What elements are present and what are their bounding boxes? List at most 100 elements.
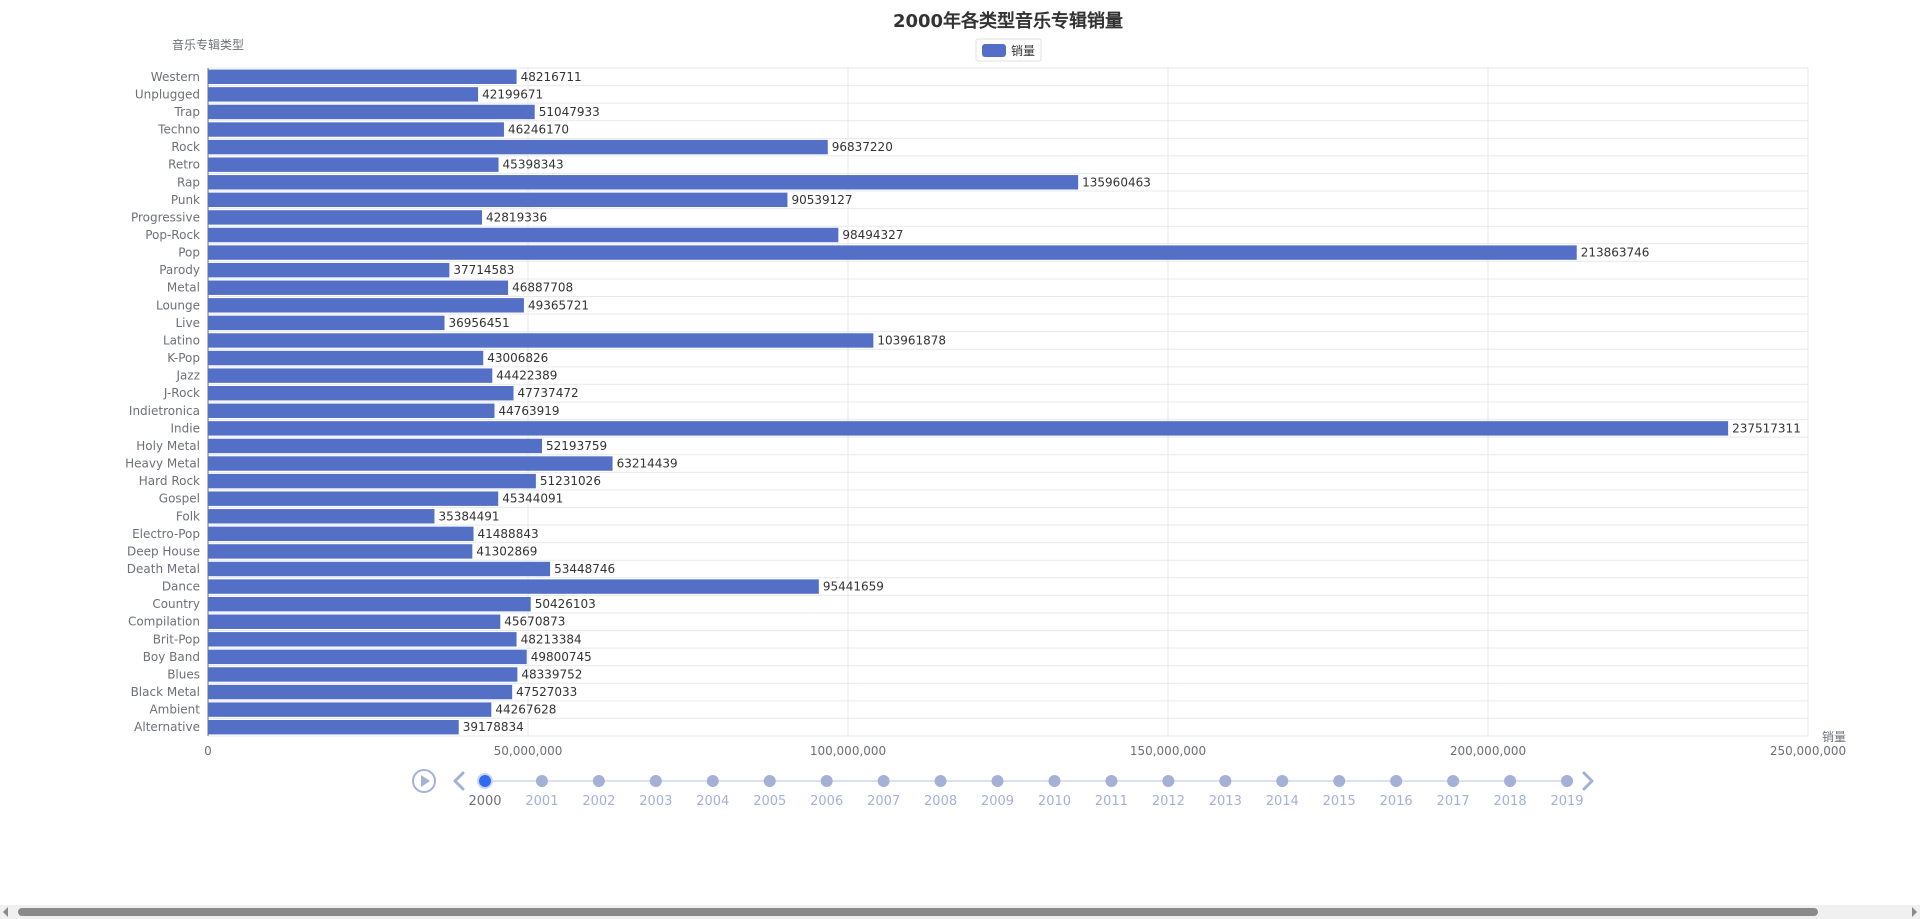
timeline-year-label[interactable]: 2019	[1550, 794, 1583, 809]
bar[interactable]	[208, 526, 474, 542]
prev-arrow-icon[interactable]	[453, 771, 465, 791]
timeline-year-label[interactable]: 2017	[1437, 794, 1470, 809]
horizontal-scrollbar[interactable]	[0, 905, 1920, 919]
bar[interactable]	[208, 579, 819, 594]
timeline-point[interactable]	[763, 775, 776, 787]
bar[interactable]	[208, 544, 473, 559]
bars: 48216711 42199671 51047933 46246170 96837220…	[208, 69, 1801, 735]
legend-box[interactable]	[975, 38, 1042, 62]
bar[interactable]	[208, 139, 828, 155]
bar[interactable]	[208, 386, 514, 401]
timeline-year-label[interactable]: 2007	[867, 794, 900, 809]
bar[interactable]	[208, 509, 435, 524]
timeline-year-label[interactable]: 2015	[1323, 794, 1356, 809]
timeline-year-label[interactable]: 2011	[1095, 794, 1128, 809]
timeline-year-label[interactable]: 2004	[696, 794, 729, 809]
bar-value-label: 51231026	[540, 474, 601, 488]
timeline[interactable]: 2000 2001 2002 2003 2004 2005 2006 2007 2008 2009…	[412, 769, 1594, 809]
play-circle[interactable]	[412, 769, 436, 793]
bar[interactable]	[208, 667, 518, 682]
bar[interactable]	[208, 333, 874, 348]
timeline-year-label[interactable]: 2003	[639, 794, 672, 809]
bar[interactable]	[208, 684, 513, 700]
bar[interactable]	[208, 649, 527, 665]
timeline-year-label[interactable]: 2013	[1209, 794, 1242, 809]
bar[interactable]	[208, 262, 450, 278]
bar[interactable]	[208, 350, 484, 366]
bar[interactable]	[208, 280, 509, 295]
timeline-point[interactable]	[1105, 775, 1118, 787]
timeline-year-label[interactable]: 2008	[924, 794, 957, 809]
bar[interactable]	[208, 596, 531, 612]
play-icon	[421, 775, 430, 787]
scroll-thumb[interactable]	[18, 908, 1818, 916]
bar[interactable]	[208, 720, 459, 735]
bar[interactable]	[208, 561, 551, 577]
timeline-year-label[interactable]: 2001	[525, 794, 558, 809]
timeline-year-label[interactable]: 2002	[582, 794, 615, 809]
scroll-left-icon[interactable]	[3, 907, 8, 917]
timeline-point[interactable]	[1219, 775, 1232, 787]
next-arrow-icon[interactable]	[1582, 771, 1594, 791]
timeline-point[interactable]	[592, 775, 605, 787]
timeline-point[interactable]	[934, 775, 947, 787]
timeline-year-label[interactable]: 2014	[1266, 794, 1299, 809]
bar-value-label: 42199671	[482, 87, 543, 101]
bar[interactable]	[208, 614, 501, 629]
timeline-point[interactable]	[1333, 775, 1346, 787]
timeline-year-label[interactable]: 2005	[753, 794, 786, 809]
timeline-point[interactable]	[1276, 775, 1289, 787]
timeline-points[interactable]: 2000 2001 2002 2003 2004 2005 2006 2007 2008 2009…	[468, 773, 1584, 809]
bar[interactable]	[208, 421, 1729, 436]
x-tick-label: 200,000,000	[1450, 744, 1526, 758]
timeline-point[interactable]	[820, 775, 833, 787]
timeline-year-label[interactable]: 2009	[981, 794, 1014, 809]
bar[interactable]	[208, 473, 536, 489]
bar[interactable]	[208, 245, 1577, 260]
bar[interactable]	[208, 69, 517, 84]
bar[interactable]	[208, 702, 492, 717]
play-button[interactable]	[412, 769, 436, 793]
timeline-year-label[interactable]: 2010	[1038, 794, 1071, 809]
timeline-year-label[interactable]: 2018	[1494, 794, 1527, 809]
timeline-year-label[interactable]: 2000	[468, 794, 501, 809]
timeline-point[interactable]	[1447, 775, 1460, 787]
bar[interactable]	[208, 315, 445, 331]
timeline-point[interactable]	[1504, 775, 1517, 787]
bar[interactable]	[208, 456, 613, 471]
bar[interactable]	[208, 403, 495, 418]
bar[interactable]	[208, 227, 839, 243]
bar[interactable]	[208, 298, 524, 313]
category-label: Jazz	[176, 369, 201, 383]
category-label: Heavy Metal	[125, 457, 200, 471]
bar[interactable]	[208, 210, 483, 225]
bar[interactable]	[208, 368, 493, 383]
x-tick-label: 100,000,000	[810, 744, 886, 758]
bar[interactable]	[208, 175, 1079, 190]
timeline-point[interactable]	[706, 775, 719, 787]
timeline-point[interactable]	[991, 775, 1004, 787]
bar[interactable]	[208, 192, 788, 208]
timeline-point[interactable]	[877, 775, 890, 787]
category-label: Punk	[171, 193, 200, 207]
timeline-year-label[interactable]: 2016	[1380, 794, 1413, 809]
timeline-year-label[interactable]: 2012	[1152, 794, 1185, 809]
timeline-point[interactable]	[1162, 775, 1175, 787]
timeline-point[interactable]	[477, 773, 493, 789]
bar[interactable]	[208, 438, 543, 454]
bar[interactable]	[208, 157, 499, 172]
timeline-point[interactable]	[1048, 775, 1061, 787]
timeline-point[interactable]	[535, 775, 548, 787]
bar[interactable]	[208, 122, 504, 137]
bar[interactable]	[208, 87, 479, 102]
bar[interactable]	[208, 632, 517, 647]
timeline-year-label[interactable]: 2006	[810, 794, 843, 809]
legend[interactable]: 销量	[975, 38, 1042, 62]
bar[interactable]	[208, 491, 499, 506]
scroll-right-icon[interactable]	[1912, 907, 1917, 917]
timeline-point[interactable]	[1561, 775, 1573, 787]
timeline-point[interactable]	[649, 775, 662, 787]
bar-value-label: 237517311	[1732, 421, 1801, 435]
bar[interactable]	[208, 104, 535, 120]
timeline-point[interactable]	[1390, 775, 1403, 787]
